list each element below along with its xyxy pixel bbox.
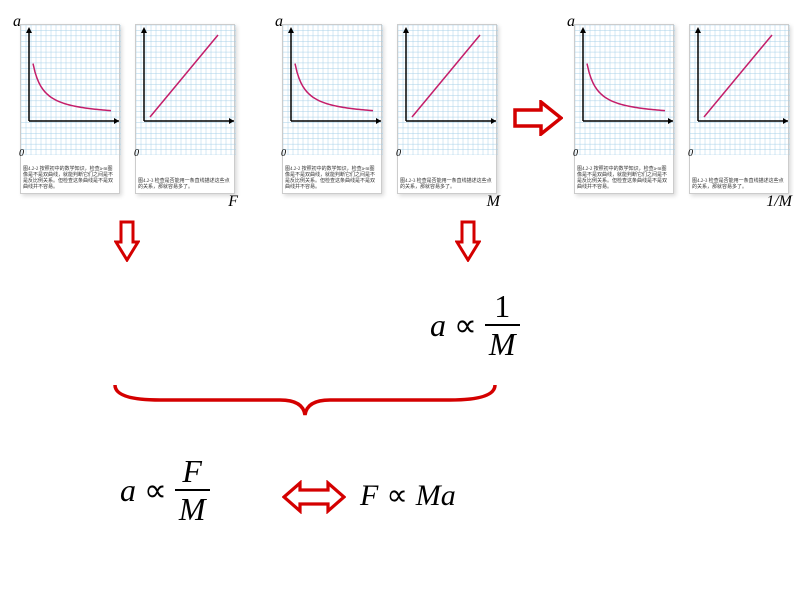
axis-label-y: a bbox=[567, 13, 575, 31]
equation-f-prop-ma: F ∝ Ma bbox=[360, 478, 456, 513]
axis-origin: 0 bbox=[573, 148, 578, 159]
chart-caption: 图4.2-2 按照初中的数学知识，检查a-m图像是不是双曲线，就能判断它们之间是… bbox=[285, 167, 379, 191]
equation-a-prop-f-over-m: a ∝ F M bbox=[120, 455, 210, 525]
eq-lhs: a bbox=[120, 472, 136, 509]
axis-origin: 0 bbox=[281, 148, 286, 159]
axis-origin: 0 bbox=[19, 148, 24, 159]
chart-caption: 图4.2-3 检查是否能用一条直线描述这些点的关系，那就容易多了。 bbox=[138, 179, 232, 191]
chart-caption: 图4.2-3 检查是否能用一条直线描述这些点的关系，那就容易多了。 bbox=[692, 179, 786, 191]
chart-panel-p2: 0F图4.2-3 检查是否能用一条直线描述这些点的关系，那就容易多了。 bbox=[135, 24, 235, 194]
chart-panel-p6: 01/M图4.2-3 检查是否能用一条直线描述这些点的关系，那就容易多了。 bbox=[689, 24, 789, 194]
eq-frac: 1 M bbox=[485, 290, 520, 360]
axis-label-x: 1/M bbox=[766, 193, 792, 211]
double-arrow bbox=[282, 480, 346, 514]
axis-label-x: M bbox=[487, 193, 500, 211]
axis-label-x: F bbox=[228, 193, 238, 211]
axis-origin: 0 bbox=[396, 148, 401, 159]
chart-caption: 图4.2-3 检查是否能用一条直线描述这些点的关系，那就容易多了。 bbox=[400, 179, 494, 191]
eq-rel: ∝ bbox=[454, 306, 477, 344]
arrow-right bbox=[513, 100, 563, 136]
chart-panel-p5: a0图4.2-2 按照初中的数学知识，检查a-m图像是不是双曲线，就能判断它们之… bbox=[574, 24, 674, 194]
eq-rel: ∝ bbox=[144, 471, 167, 509]
equation-a-prop-1-over-m: a ∝ 1 M bbox=[430, 290, 520, 360]
axis-label-y: a bbox=[275, 13, 283, 31]
chart-caption: 图4.2-2 按照初中的数学知识，检查a-m图像是不是双曲线，就能判断它们之间是… bbox=[23, 167, 117, 191]
chart-panel-p4: 0M图4.2-3 检查是否能用一条直线描述这些点的关系，那就容易多了。 bbox=[397, 24, 497, 194]
axis-label-y: a bbox=[13, 13, 21, 31]
chart-panel-p3: a0图4.2-2 按照初中的数学知识，检查a-m图像是不是双曲线，就能判断它们之… bbox=[282, 24, 382, 194]
eq-rel: ∝ bbox=[386, 478, 407, 513]
axis-origin: 0 bbox=[688, 148, 693, 159]
chart-panel-p1: a0图4.2-2 按照初中的数学知识，检查a-m图像是不是双曲线，就能判断它们之… bbox=[20, 24, 120, 194]
eq-frac: F M bbox=[175, 455, 210, 525]
eq-rhs: Ma bbox=[416, 479, 456, 513]
axis-origin: 0 bbox=[134, 148, 139, 159]
eq-lhs: a bbox=[430, 307, 446, 344]
arrow-down-1 bbox=[114, 220, 140, 262]
chart-caption: 图4.2-2 按照初中的数学知识，检查a-m图像是不是双曲线，就能判断它们之间是… bbox=[577, 167, 671, 191]
curly-brace bbox=[110, 380, 500, 420]
eq-lhs: F bbox=[360, 479, 378, 513]
arrow-down-2 bbox=[455, 220, 481, 262]
